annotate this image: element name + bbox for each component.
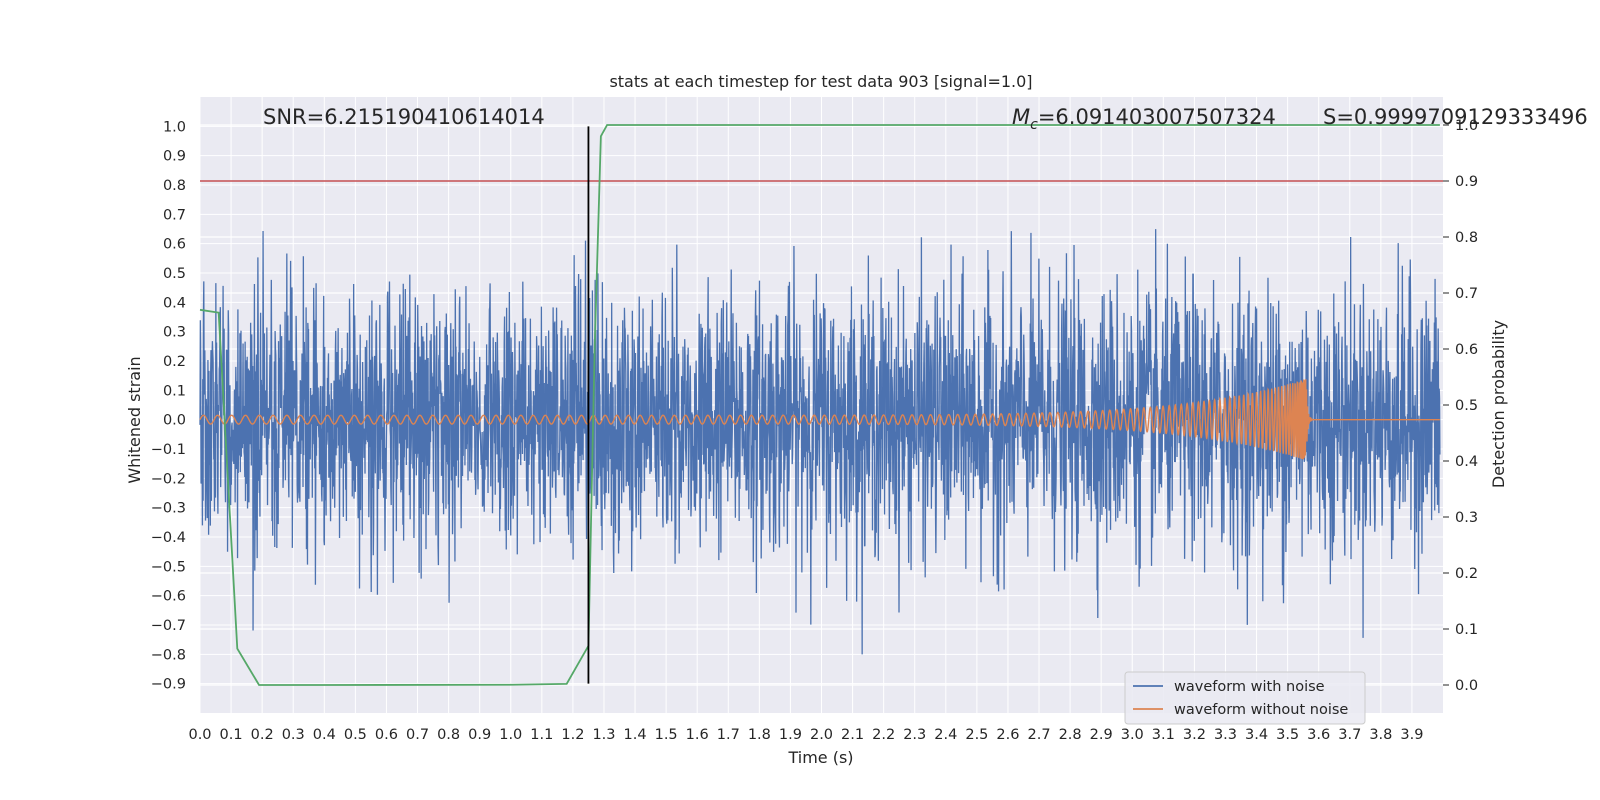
x-tick-label: 2.8 [1059, 727, 1082, 743]
y-tick-label: −0.3 [151, 501, 186, 517]
y2-tick-label: 0.7 [1455, 286, 1478, 302]
y-tick-label: −0.2 [151, 471, 186, 487]
snr-annotation: SNR=6.215190410614014 [263, 105, 545, 129]
x-tick-label: 2.3 [903, 727, 926, 743]
y2-tick-label: 0.8 [1455, 230, 1478, 246]
y-tick-label: 0.0 [163, 413, 186, 429]
y2-tick-label: 0.1 [1455, 622, 1478, 638]
x-tick-label: 3.0 [1121, 727, 1144, 743]
x-tick-label: 3.9 [1400, 727, 1423, 743]
y2-tick-label: 0.9 [1455, 174, 1478, 190]
x-tick-label: 0.0 [188, 727, 211, 743]
x-axis-label: Time (s) [787, 748, 853, 767]
x-tick-label: 1.6 [686, 727, 709, 743]
chirp-mass-symbol: M [1012, 105, 1030, 129]
series-waveform-with-noise [199, 229, 1441, 655]
x-tick-label: 2.1 [841, 727, 864, 743]
right-axis-ticks: 1.0 0.9 0.8 0.7 0.6 0.5 0.4 0.3 0.2 0.1 0.0 [1443, 118, 1478, 694]
y-tick-label: −0.7 [151, 618, 186, 634]
x-tick-label: 2.0 [810, 727, 833, 743]
x-tick-label: 1.7 [717, 727, 740, 743]
y-tick-label: 0.6 [163, 237, 186, 253]
y2-tick-label: 0.2 [1455, 566, 1478, 582]
x-tick-label: 1.4 [624, 727, 647, 743]
x-tick-label: 0.5 [344, 727, 367, 743]
y-tick-label: 0.5 [163, 266, 186, 282]
y2-tick-label: 0.5 [1455, 398, 1478, 414]
y-tick-label: 0.4 [163, 295, 186, 311]
legend-label-clean: waveform without noise [1174, 702, 1348, 718]
y-tick-label: −0.6 [151, 589, 186, 605]
y2-tick-label: 0.4 [1455, 454, 1478, 470]
y-tick-label: −0.5 [151, 559, 186, 575]
x-tick-label: 0.1 [220, 727, 243, 743]
legend-frame [1124, 671, 1366, 725]
x-tick-label: 2.4 [934, 727, 957, 743]
x-tick-label: 1.2 [561, 727, 584, 743]
chirp-mass-value: =6.091403007507324 [1038, 105, 1276, 129]
x-tick-label: 1.1 [530, 727, 553, 743]
x-tick-label: 1.9 [779, 727, 802, 743]
x-tick-label: 3.2 [1183, 727, 1206, 743]
y2-tick-label: 0.3 [1455, 510, 1478, 526]
x-tick-label: 3.7 [1338, 727, 1361, 743]
x-tick-label: 2.5 [965, 727, 988, 743]
x-tick-label: 3.8 [1369, 727, 1392, 743]
x-tick-label: 0.2 [251, 727, 274, 743]
x-tick-label: 0.4 [313, 727, 336, 743]
x-tick-label: 0.9 [468, 727, 491, 743]
x-tick-label: 1.8 [748, 727, 771, 743]
x-tick-label: 1.3 [592, 727, 615, 743]
x-tick-label: 1.0 [499, 727, 522, 743]
x-axis-ticks: 0.0 0.1 0.2 0.3 0.4 0.5 0.6 0.7 0.8 0.9 1.0 1.1 1.2 1… [188, 727, 1423, 743]
x-tick-label: 3.6 [1307, 727, 1330, 743]
y2-tick-label: 1.0 [1455, 118, 1478, 134]
x-tick-label: 0.6 [375, 727, 398, 743]
x-tick-label: 3.3 [1214, 727, 1237, 743]
score-annotation: S=0.9999709129333496 [1323, 105, 1588, 129]
x-tick-label: 2.9 [1090, 727, 1113, 743]
y-axis-label: Whitened strain [125, 356, 144, 483]
series-layer [199, 124, 1443, 686]
y-tick-label: 0.3 [163, 325, 186, 341]
y2-tick-label: 0.6 [1455, 342, 1478, 358]
x-tick-label: 0.8 [437, 727, 460, 743]
x-tick-label: 3.1 [1152, 727, 1175, 743]
series-waveform-without-noise [199, 379, 1440, 460]
x-tick-label: 0.3 [282, 727, 305, 743]
y-tick-label: −0.1 [151, 442, 186, 458]
y-tick-label: 0.1 [163, 383, 186, 399]
x-tick-label: 1.5 [655, 727, 678, 743]
x-tick-label: 2.6 [996, 727, 1019, 743]
legend: waveform with noise waveform without noi… [1124, 671, 1366, 725]
y2-tick-label: 0.0 [1455, 678, 1478, 694]
chirp-mass-annotation: Mc=6.091403007507324 [1012, 105, 1276, 133]
y-tick-label: 0.7 [163, 207, 186, 223]
y-tick-label: 1.0 [163, 119, 186, 135]
y-tick-label: −0.9 [151, 677, 186, 693]
y-tick-label: −0.8 [151, 647, 186, 663]
y-tick-label: 0.8 [163, 178, 186, 194]
x-tick-label: 2.2 [872, 727, 895, 743]
y-tick-label: 0.9 [163, 149, 186, 165]
y2-axis-label: Detection probability [1489, 320, 1508, 488]
left-axis-ticks: 1.0 0.9 0.8 0.7 0.6 0.5 0.4 0.3 0.2 0.1 0.0 −0.1 −0.… [151, 119, 186, 692]
y-tick-label: 0.2 [163, 354, 186, 370]
x-tick-label: 0.7 [406, 727, 429, 743]
x-tick-label: 3.5 [1276, 727, 1299, 743]
x-tick-label: 2.7 [1027, 727, 1050, 743]
legend-label-noisy: waveform with noise [1174, 679, 1325, 695]
series-detection-probability [199, 124, 1440, 686]
chart-title: stats at each timestep for test data 903… [609, 72, 1032, 91]
y-tick-label: −0.4 [151, 530, 186, 546]
chirp-mass-subscript: c [1030, 117, 1038, 133]
x-tick-label: 3.4 [1245, 727, 1268, 743]
